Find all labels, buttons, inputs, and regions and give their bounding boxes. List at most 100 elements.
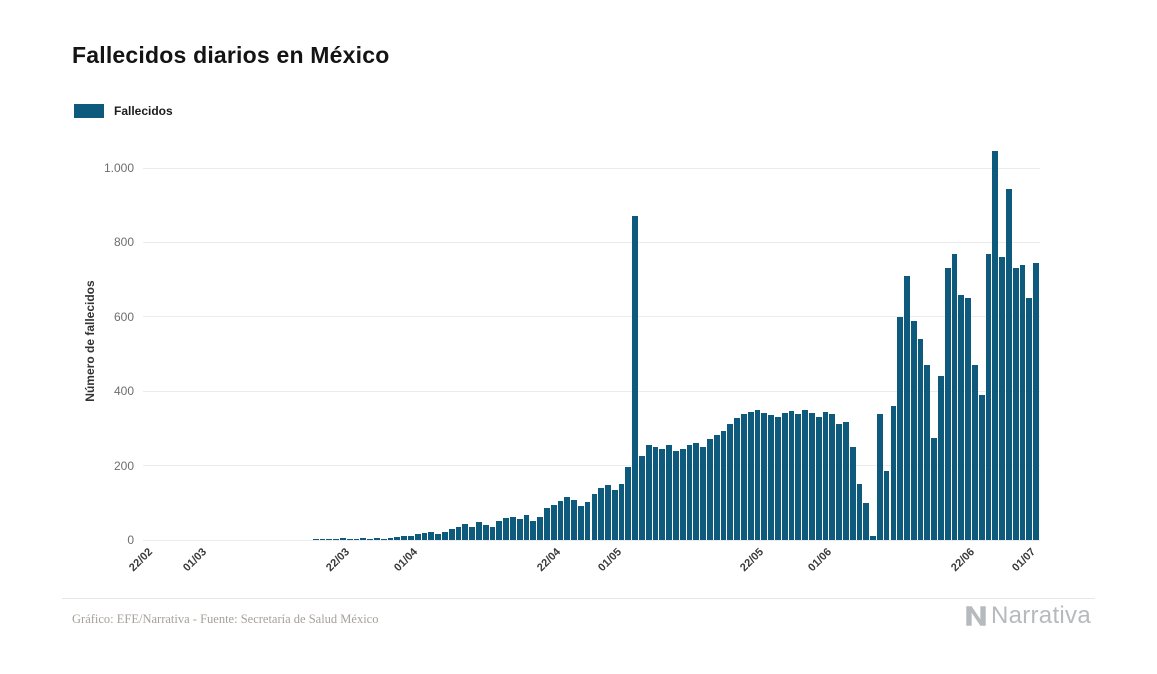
- bar: [475, 522, 482, 540]
- footer-source-text: Gráfico: EFE/Narrativa - Fuente: Secreta…: [72, 612, 379, 626]
- gridline: [143, 539, 1040, 541]
- bar: [577, 505, 584, 540]
- bar: [611, 489, 618, 540]
- bar: [489, 526, 496, 540]
- bar: [917, 339, 924, 540]
- x-tick-label: 01/05: [595, 546, 624, 574]
- bar: [564, 497, 571, 540]
- bar: [700, 447, 706, 540]
- bar: [836, 423, 842, 540]
- y-tick-label: 400: [113, 384, 134, 399]
- bar: [523, 514, 530, 540]
- bar: [734, 418, 740, 540]
- bar: [666, 445, 673, 540]
- bar: [543, 508, 550, 540]
- bar: [788, 410, 795, 540]
- bar: [530, 520, 537, 540]
- bar: [571, 499, 577, 540]
- bar: [414, 534, 421, 540]
- bar: [408, 535, 414, 540]
- bar: [707, 438, 713, 540]
- bar: [659, 448, 666, 540]
- bar: [829, 413, 836, 540]
- bar: [774, 416, 781, 540]
- bar: [1019, 264, 1026, 540]
- bar: [768, 415, 774, 540]
- narrativa-logo-icon: [966, 606, 986, 626]
- bar: [972, 365, 978, 540]
- bar: [496, 520, 503, 540]
- bar: [938, 376, 944, 540]
- bar: [802, 409, 808, 540]
- bar: [1026, 298, 1033, 540]
- bar: [808, 412, 815, 540]
- bar: [312, 539, 319, 540]
- bar: [815, 417, 822, 540]
- bar: [645, 445, 652, 540]
- bar: [910, 320, 917, 540]
- x-tick-label: 01/03: [181, 546, 210, 574]
- bar: [401, 536, 407, 540]
- bar: [360, 538, 367, 540]
- bar: [876, 413, 883, 540]
- x-tick-label: 22/02: [126, 546, 155, 574]
- gridline: [143, 390, 1040, 392]
- y-tick-label: 600: [113, 309, 134, 324]
- x-tick-label: 22/06: [949, 546, 978, 574]
- gridline: [143, 241, 1040, 243]
- y-tick-label: 1.000: [103, 161, 134, 176]
- legend-label: Fallecidos: [114, 104, 173, 118]
- legend-swatch-icon: [74, 104, 104, 118]
- bar: [333, 538, 340, 540]
- bar: [985, 253, 992, 540]
- bar: [340, 538, 346, 540]
- bar: [856, 484, 863, 540]
- bar: [958, 294, 965, 540]
- footer-divider: [62, 598, 1095, 599]
- gridline: [143, 167, 1040, 169]
- chart-title: Fallecidos diarios en México: [72, 42, 390, 68]
- bar: [863, 502, 870, 540]
- brand-name: Narrativa: [990, 602, 1091, 629]
- bar: [537, 516, 543, 540]
- bar: [469, 526, 475, 540]
- bar: [883, 471, 890, 540]
- bar: [870, 535, 876, 540]
- bar: [557, 500, 564, 540]
- bar: [747, 411, 754, 540]
- bar: [550, 504, 557, 540]
- bar: [598, 487, 605, 540]
- bar: [584, 502, 591, 540]
- bar: [686, 445, 693, 540]
- bar: [992, 151, 999, 540]
- y-tick-label: 0: [127, 533, 134, 547]
- x-tick-label: 22/05: [738, 546, 767, 574]
- bar: [442, 531, 448, 540]
- bar: [346, 539, 353, 540]
- bar: [1006, 188, 1012, 540]
- bar: [673, 450, 679, 540]
- legend: Fallecidos: [74, 104, 173, 118]
- bar: [462, 524, 469, 540]
- bar: [951, 253, 958, 540]
- bar: [652, 447, 659, 540]
- bar: [374, 537, 380, 540]
- x-tick-label: 22/04: [534, 546, 563, 574]
- bar: [761, 412, 768, 540]
- bar: [455, 526, 462, 540]
- bar: [822, 411, 829, 540]
- bar: [904, 275, 910, 540]
- bar: [1012, 268, 1019, 540]
- bar: [516, 519, 523, 540]
- bar: [890, 406, 897, 540]
- x-tick-label: 01/06: [806, 546, 835, 574]
- bar: [387, 538, 394, 540]
- bar: [421, 533, 428, 540]
- bar: [849, 447, 856, 540]
- bar: [591, 493, 598, 540]
- bar: [326, 539, 333, 540]
- gridline: [143, 465, 1040, 467]
- bar: [503, 518, 509, 540]
- y-tick-label: 200: [113, 458, 134, 473]
- bar: [1033, 262, 1039, 540]
